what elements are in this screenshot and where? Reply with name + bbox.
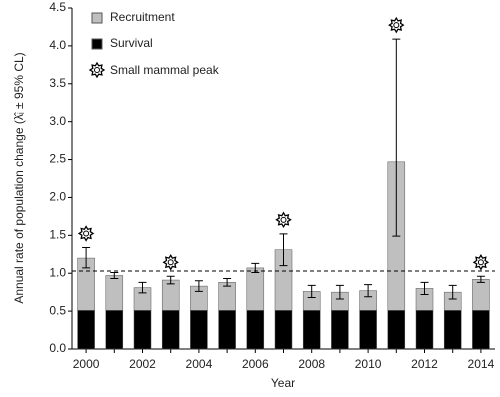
error-bar (476, 275, 485, 283)
peak-marker-center (167, 259, 174, 266)
y-tick-label: 3.5 (49, 76, 66, 90)
legend-peak-icon-center (94, 67, 100, 73)
legend-label: Survival (110, 36, 153, 50)
x-tick-label: 2014 (468, 357, 495, 371)
error-bar (166, 275, 175, 285)
error-bar (307, 284, 316, 298)
x-axis-label: Year (271, 376, 295, 390)
bar-segment (359, 310, 377, 350)
peak-marker-center (393, 22, 400, 29)
bar-segment (331, 310, 349, 350)
bar-segment (443, 310, 462, 350)
error-bar (194, 280, 203, 292)
bar-segment (246, 310, 265, 350)
x-tick-label: 2004 (186, 357, 213, 371)
x-tick-label: 2012 (411, 357, 438, 371)
bar-segment (105, 310, 124, 350)
legend-swatch (91, 38, 103, 50)
error-bar (448, 284, 457, 300)
bar-segment (161, 310, 180, 350)
y-tick-label: 4.0 (49, 38, 66, 52)
bar-segment (161, 279, 180, 311)
peak-marker-center (83, 230, 90, 237)
bar-segment (77, 310, 95, 350)
x-tick-label: 2006 (242, 357, 269, 371)
error-bar (335, 284, 344, 300)
y-tick-label: 2.5 (49, 152, 66, 166)
bar-segment (415, 310, 434, 350)
y-axis-label: Annual rate of population change (λ̂ᵢ ± … (12, 52, 26, 303)
bar-segment (133, 310, 152, 350)
error-bar (223, 278, 232, 287)
bar-segment (472, 310, 490, 350)
x-tick-label: 2002 (129, 357, 156, 371)
x-tick-label: 2000 (73, 357, 100, 371)
error-bar (138, 281, 147, 294)
y-tick-label: 3.0 (49, 114, 66, 128)
peak-marker-center (280, 216, 287, 223)
y-tick-label: 2.0 (49, 190, 66, 204)
peak-marker-center (477, 259, 484, 266)
error-bar (420, 281, 429, 295)
legend-label: Recruitment (110, 10, 175, 24)
bar-segment (105, 275, 124, 311)
y-tick-label: 4.5 (49, 0, 66, 14)
bar-segment (190, 310, 208, 350)
error-bar (82, 246, 91, 269)
error-bar (279, 233, 288, 267)
y-tick-label: 1.5 (49, 228, 66, 242)
x-tick-label: 2010 (355, 357, 382, 371)
legend-label: Small mammal peak (110, 63, 220, 77)
bar-segment (246, 267, 265, 311)
error-bar (110, 271, 119, 280)
y-tick-label: 0.5 (49, 303, 66, 317)
error-bar (364, 284, 373, 298)
bar-segment (302, 310, 321, 350)
bar-segment (387, 310, 406, 350)
bar-segment (218, 310, 236, 350)
y-tick-label: 1.0 (49, 265, 66, 279)
error-bar (392, 38, 401, 237)
bar-segment (274, 310, 293, 350)
bar-segment (472, 279, 490, 311)
legend-swatch (91, 12, 103, 24)
y-tick-label: 0.0 (49, 341, 66, 355)
x-tick-label: 2008 (298, 357, 325, 371)
